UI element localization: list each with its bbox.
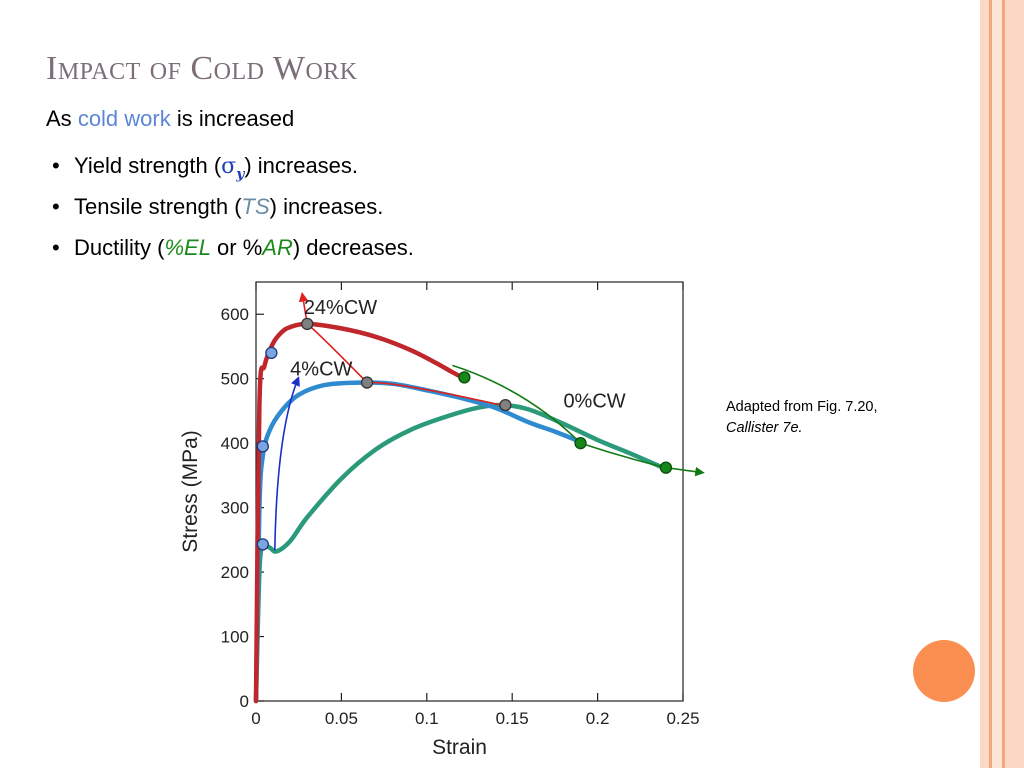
bullet-text: Tensile strength ( (74, 194, 242, 219)
bullet-text: Ductility ( (74, 235, 165, 260)
curve-4cw (253, 380, 583, 704)
plot-frame (255, 281, 684, 702)
x-tick-label: 0.05 (325, 709, 358, 728)
y-tick-label: 300 (221, 499, 249, 518)
curve-24cw (253, 321, 467, 704)
bullet-text: or % (210, 235, 263, 260)
x-tick-label: 0.1 (415, 709, 439, 728)
series-label-24cw: 24%CW (304, 297, 377, 319)
y-tick-label: 100 (221, 628, 249, 647)
x-axis-label: Strain (432, 736, 487, 759)
slide-title: Impact of Cold Work (46, 50, 358, 87)
y-tick-label: 600 (221, 305, 249, 324)
subtitle-prefix: As (46, 106, 72, 131)
ts-symbol: TS (241, 194, 270, 219)
y-axis-label: Stress (MPa) (179, 430, 202, 553)
yield-subscript: y (236, 166, 245, 183)
series-label-0cw: 0%CW (563, 391, 625, 413)
bullet-icon: • (52, 153, 60, 178)
yield-trend-arrow (274, 376, 300, 551)
yield-symbol: σy (221, 154, 245, 183)
fracture-point-marker (574, 437, 587, 450)
sigma-symbol: σ (221, 154, 237, 179)
ar-symbol: AR (262, 235, 293, 260)
subtitle-suffix: is increased (176, 106, 295, 131)
yield-point-marker (265, 346, 278, 360)
bullet-icon: • (52, 235, 60, 260)
bullet-list: • Yield strength (σy) increases. • Tensile… (52, 151, 414, 274)
bullet-text: ) increases. (269, 194, 384, 219)
bullet-yield-strength: • Yield strength (σy) increases. (52, 151, 414, 192)
bullet-icon: • (52, 194, 60, 219)
y-tick-label: 400 (221, 434, 249, 453)
figure-caption: Adapted from Fig. 7.20, Callister 7e. (726, 397, 878, 439)
caption-line: Adapted from Fig. 7.20, (726, 399, 878, 415)
x-tick-label: 0.15 (496, 709, 529, 728)
x-tick-label: 0.25 (666, 709, 699, 728)
bullet-text: ) decreases. (292, 235, 414, 260)
fracture-point-marker (458, 371, 471, 384)
fracture-point-marker (659, 461, 673, 474)
tensile-point-marker (499, 398, 512, 412)
x-tick-label: 0.2 (586, 709, 610, 728)
series-label-4cw: 4%CW (290, 358, 352, 380)
caption-source: Callister 7e. (726, 420, 803, 436)
y-tick-label: 0 (240, 692, 249, 711)
el-symbol: %EL (164, 235, 211, 260)
y-tick-label: 200 (221, 563, 249, 582)
yield-point-marker (256, 538, 269, 551)
tensile-point-marker (301, 317, 314, 331)
bullet-tensile-strength: • Tensile strength (TS) increases. (52, 192, 414, 233)
bullet-text: Yield strength ( (74, 153, 222, 178)
yield-point-marker (256, 440, 269, 453)
subtitle: As cold work is increased (46, 106, 294, 132)
cold-work-highlight: cold work (77, 106, 171, 131)
tensile-point-marker (360, 376, 374, 389)
stress-strain-chart: 0 0.05 0.1 0.15 0.2 0.25 0 100 200 300 400 500 600 St… (179, 281, 705, 759)
bullet-text: ) increases. (244, 153, 359, 178)
x-tick-label: 0 (251, 709, 260, 728)
bullet-ductility: • Ductility (%EL or %AR) decreases. (52, 233, 414, 274)
orange-circle-decoration (913, 640, 975, 702)
y-tick-label: 500 (221, 370, 249, 389)
right-decorative-border (980, 0, 1024, 768)
